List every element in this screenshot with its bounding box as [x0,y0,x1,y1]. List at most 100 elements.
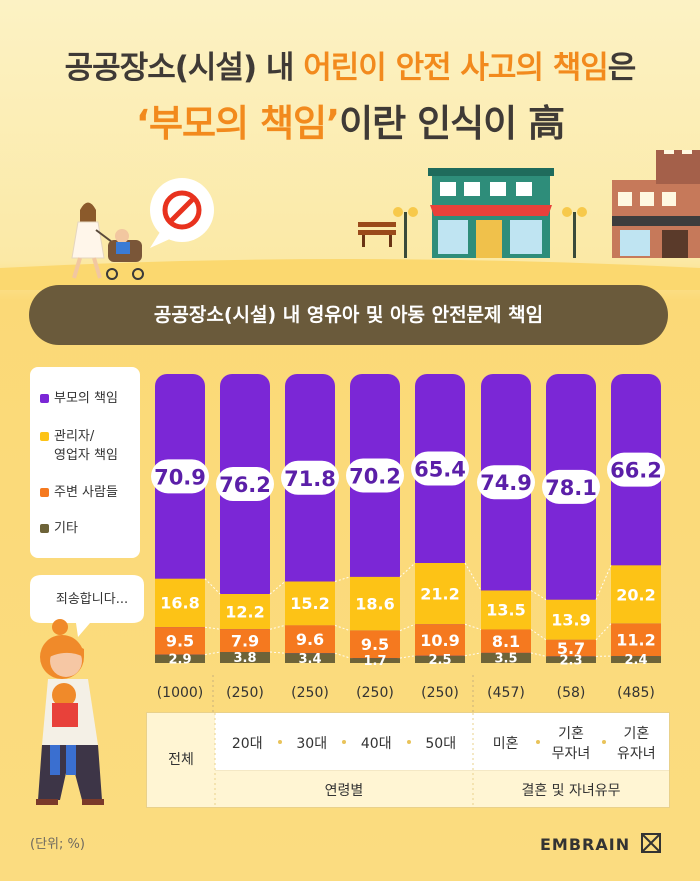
brand-name: EMBRAIN [540,835,631,854]
bar-segment-people [611,623,661,657]
bar-segment-other [155,654,205,663]
value-label: 65.4 [414,458,466,482]
value-label: 3.4 [298,652,321,667]
value-label: 15.2 [290,594,329,613]
title-suffix: 은 [607,50,637,86]
value-label: 9.6 [296,630,324,649]
cafe-building-illustration [612,150,700,258]
unit-note: (단위; %) [30,837,85,852]
segment-connector [530,629,547,641]
value-label-bg [411,451,469,486]
bench-illustration [358,222,396,247]
value-label-bg [477,465,535,500]
value-label-bg [607,452,665,487]
bar-segment-people [220,629,270,653]
separator-dot [406,740,411,744]
bar-segment-other [546,656,596,663]
title-prefix: 공공장소(시설) 내 [64,50,304,86]
legend-swatch [40,524,49,533]
segment-connector [334,652,351,659]
bar-segment-other [220,652,270,663]
age-category-label: 30대 [296,736,328,752]
value-label: 2.5 [428,653,451,668]
value-label: 70.9 [154,465,206,489]
title-highlight: 어린이 안전 사고의 책임 [303,50,609,86]
sample-size-label: (250) [291,685,329,701]
brand-logo: EMBRAIN [540,833,661,854]
value-label: 12.2 [225,602,264,621]
value-label: 76.2 [219,473,271,497]
value-label-bg [542,469,600,504]
table-grid [147,713,669,807]
age-category-label: 40대 [360,736,392,752]
bar-segment-manager [415,563,465,625]
bar-segment-people [155,627,205,655]
bar-segment-people [350,630,400,659]
segment-connector [399,623,416,632]
bar-segment-other [285,653,335,663]
segment-connector [399,655,416,659]
segment-connector [269,651,286,654]
separator-dot [277,740,282,744]
segment-connector [464,562,482,591]
bar-segment-other [481,652,531,663]
legend-label: 주변 사람들 [54,485,118,500]
title-line-2: ‘부모의 책임’이란 인식이 高 [0,93,700,147]
value-label: 2.3 [559,653,582,668]
sample-size-label: (250) [421,685,459,701]
prohibition-bubble [150,178,214,248]
bar-segment-manager [285,581,335,626]
marital-category-label: 기혼 무자녀 [551,726,591,762]
legend-label: 관리자/영업자 책임 [54,429,118,463]
sample-size-label: (1000) [157,685,204,701]
marital-group-label: 결혼 및 자녀유무 [521,783,621,799]
legend-label: 기타 [54,521,78,536]
bar-segment-people [546,639,596,657]
segment-connector [334,576,351,582]
value-label: 74.9 [480,471,532,495]
segment-connector [595,623,612,641]
value-label: 2.4 [624,653,647,668]
segment-connector [464,652,482,657]
lamp-post-illustration [393,207,587,258]
value-label: 7.9 [231,631,259,650]
segment-connector [530,652,547,657]
value-label: 9.5 [166,632,194,651]
bar-segment-manager [546,599,596,640]
value-label: 20.2 [616,585,655,604]
value-label-bg [151,459,209,494]
bar-segment-manager [611,565,661,624]
separator-dot [342,740,346,744]
segment-connector [595,565,612,600]
age-category-label: 20대 [231,736,263,752]
value-label: 18.6 [355,595,394,614]
age-row: 20대 30대 40대 50대 [215,713,473,771]
mother-stroller-illustration [71,202,144,280]
value-label: 13.5 [486,601,525,620]
bar-segment-people [285,625,335,654]
legend-label: 부모의 책임 [54,391,118,406]
value-label: 8.1 [492,632,520,651]
segment-connector [269,624,286,630]
legend-swatch [40,394,49,403]
legend-swatch [40,488,49,497]
segment-connector [204,626,221,630]
title-suffix-2: 이란 인식이 高 [339,102,565,145]
speech-bubble-text: 죄송합니다... [55,592,129,607]
sample-size-label: (250) [356,685,394,701]
segment-connector [204,578,221,595]
bar-segment-manager [481,590,531,630]
sample-size-label: (457) [487,685,525,701]
bar-segment-manager [220,593,270,630]
separator-dot [601,740,606,744]
value-label: 21.2 [420,584,459,603]
value-label: 10.9 [420,631,459,650]
bar-segment-people [481,629,531,653]
value-label: 1.7 [363,654,386,669]
chart-banner: 공공장소(시설) 내 영유아 및 아동 안전문제 책임 [29,285,668,345]
age-group-label: 연령별 [324,783,364,799]
bar-segment-other [350,658,400,663]
